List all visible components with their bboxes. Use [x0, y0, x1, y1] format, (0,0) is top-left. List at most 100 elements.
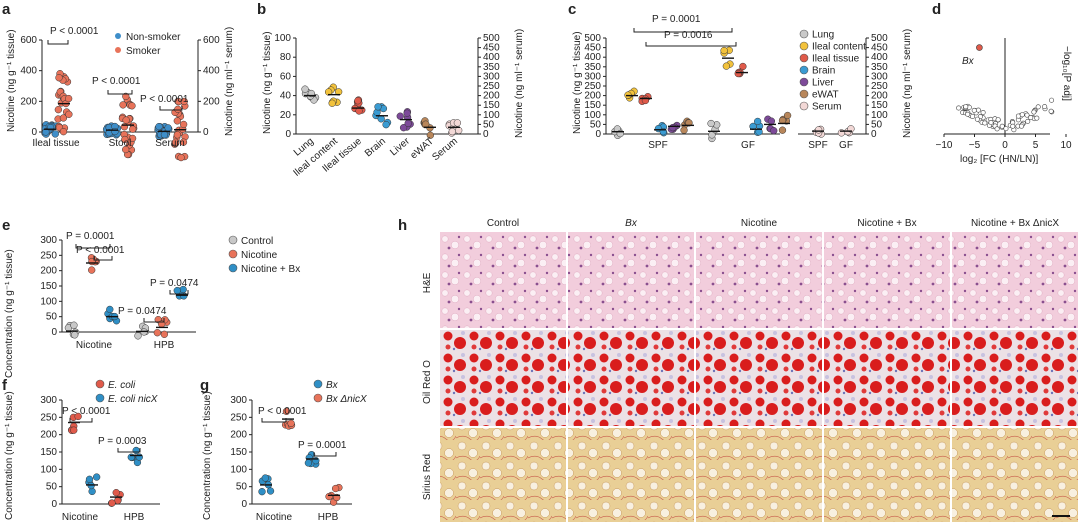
p5-s0-c1-point-5 [108, 499, 116, 507]
d-point-23 [1042, 104, 1048, 110]
c-yleft-ticklabel-5: 250 [584, 81, 601, 92]
a-yleft-ticklabel-2: 400 [20, 66, 37, 77]
a-smoker-0-point-23 [65, 110, 73, 118]
histo-tile-r0-c1 [568, 232, 694, 328]
c-legend-5: eWAT [812, 90, 839, 101]
c-gf-3-point-2 [755, 128, 763, 136]
p5-s1-c1-point-4 [135, 453, 143, 461]
c-gf-0-point-4 [707, 119, 715, 128]
p5-y-ticklabel-6: 300 [40, 395, 57, 406]
e-legend-1: Nicotine [241, 250, 278, 261]
f-legend-0: E. coli [108, 380, 136, 391]
f-xtick-0: Nicotine [62, 512, 99, 523]
c-yleft-ticklabel-3: 150 [584, 100, 601, 111]
f-legend-marker-1 [95, 393, 105, 403]
p5-y-ticklabel-3: 150 [40, 447, 57, 458]
p5-s0-c0-point-4 [70, 426, 78, 434]
f-xtick-1: HPB [124, 512, 145, 523]
a-yright-ticklabel-1: 200 [203, 96, 220, 107]
p5-y-ticklabel-0: 0 [51, 499, 57, 510]
panel-letter-h: h [398, 217, 407, 234]
panel-letter-e: e [2, 217, 10, 234]
p4-s0-c0-point-5 [70, 321, 78, 329]
c-yleft-ticklabel-9: 450 [584, 43, 601, 54]
chart-a: 0 200 400 600 0 200 400 600 Nicotine (ng g⁻¹ ti… [6, 26, 235, 162]
p6-s0-c1-point-5 [304, 459, 313, 467]
a-annot-1: P < 0.0001 [92, 76, 141, 87]
panel-letter-f: f [2, 377, 8, 394]
b-yright-ticklabel-8: 400 [483, 52, 500, 63]
c-gf-5-point-2 [778, 126, 787, 134]
p4-s0-c1-point-5 [134, 332, 142, 340]
c-legend-marker-5 [799, 89, 809, 99]
c-yright-ticklabel-6: 300 [871, 71, 888, 82]
d-point-46 [982, 120, 988, 126]
d-point-66 [1019, 112, 1025, 118]
p6-s0-c0-point-5 [258, 488, 266, 496]
scale-bar [1052, 515, 1070, 517]
c-legend-marker-1 [799, 41, 809, 51]
g-legend-0: Bx [326, 380, 339, 391]
a-xtick-0: Ileal tissue [32, 138, 80, 149]
a-ylabel-left: Nicotine (ng g⁻¹ tissue) [6, 29, 17, 132]
p4-s1-c1-point-1 [153, 329, 161, 337]
c-yright-ticklabel-7: 350 [871, 62, 888, 73]
panel-letter-c: c [568, 1, 576, 18]
p4-y-ticklabel-1: 50 [46, 312, 58, 323]
b-yright-ticklabel-10: 500 [483, 33, 500, 44]
b-yright-ticklabel-4: 200 [483, 91, 500, 102]
chart-c: 0501001502002503003504004505000501001502… [572, 14, 913, 151]
d-point-38 [1025, 118, 1031, 124]
c-yright-ticklabel-3: 150 [871, 100, 888, 111]
p6-s1-c1-point-3 [331, 484, 340, 493]
a-legend-0: Non-smoker [126, 32, 181, 43]
histo-col-0: Control [487, 218, 519, 229]
c-gf-1-point-3 [722, 62, 731, 70]
b-cat-2-point-7 [354, 97, 362, 105]
e-legend-marker-2 [228, 263, 238, 273]
b-xtick-6: Serum [430, 136, 460, 163]
p5-y-ticklabel-1: 50 [46, 482, 58, 493]
a-smoker-2-point-23 [179, 138, 188, 146]
d-highlight-point [976, 44, 983, 51]
e-legend-marker-0 [228, 235, 238, 245]
b-yleft-ticklabel-1: 20 [280, 110, 292, 121]
histo-tile-r1-c1 [568, 330, 694, 426]
p6-y-ticklabel-5: 250 [230, 412, 247, 423]
d-ticklabel-3: 5 [1033, 140, 1039, 151]
e-ylabel: Concentration (ng g⁻¹ tissue) [4, 249, 15, 378]
b-cat-3-point-6 [374, 103, 382, 111]
b-yright-ticklabel-2: 100 [483, 110, 500, 121]
d-point-25 [1024, 112, 1030, 118]
p4-y-ticklabel-2: 100 [40, 296, 57, 307]
a-xtick-2: Serum [155, 138, 184, 149]
d-point-59 [970, 113, 976, 119]
c-yleft-ticklabel-1: 50 [590, 119, 602, 130]
d-point-40 [1019, 123, 1025, 129]
histo-tile-r2-c1 [568, 428, 694, 522]
a-nonsmoker-1-point-19 [111, 127, 119, 136]
d-point-50 [975, 107, 981, 113]
e-annot-1: P < 0.0001 [76, 245, 125, 256]
g-annot-1: P = 0.0001 [298, 440, 347, 451]
a-smoker-2-point-16 [179, 120, 188, 129]
b-cat-6-point-5 [448, 127, 456, 136]
c-group-2: SPF [808, 140, 827, 151]
c-group-1: GF [741, 140, 755, 151]
histo-col-2: Nicotine [741, 218, 778, 229]
a-nonsmoker-2-point-17 [155, 122, 163, 131]
histo-tile-r0-c4 [952, 232, 1078, 328]
c-ylabel-left: Nicotine (ng g⁻¹ tissue) [572, 31, 583, 134]
c-legend-marker-4 [799, 77, 809, 87]
e-annot-2: P = 0.0474 [150, 278, 199, 289]
a-yleft-ticklabel-3: 600 [20, 35, 37, 46]
b-ylabel-left: Nicotine (ng g⁻¹ tissue) [262, 31, 273, 134]
b-yright-ticklabel-3: 150 [483, 100, 500, 111]
d-point-68 [956, 105, 962, 111]
c-gf-2-point-4 [734, 69, 742, 78]
a-smoker-1-point-23 [122, 116, 130, 124]
a-ylabel-right: Nicotine (ng ml⁻¹ serum) [224, 27, 235, 136]
f-annot-1: P = 0.0003 [98, 436, 147, 447]
a-smoker-1-point-19 [121, 135, 129, 144]
g-legend-1: Bx ΔnicX [326, 394, 367, 405]
